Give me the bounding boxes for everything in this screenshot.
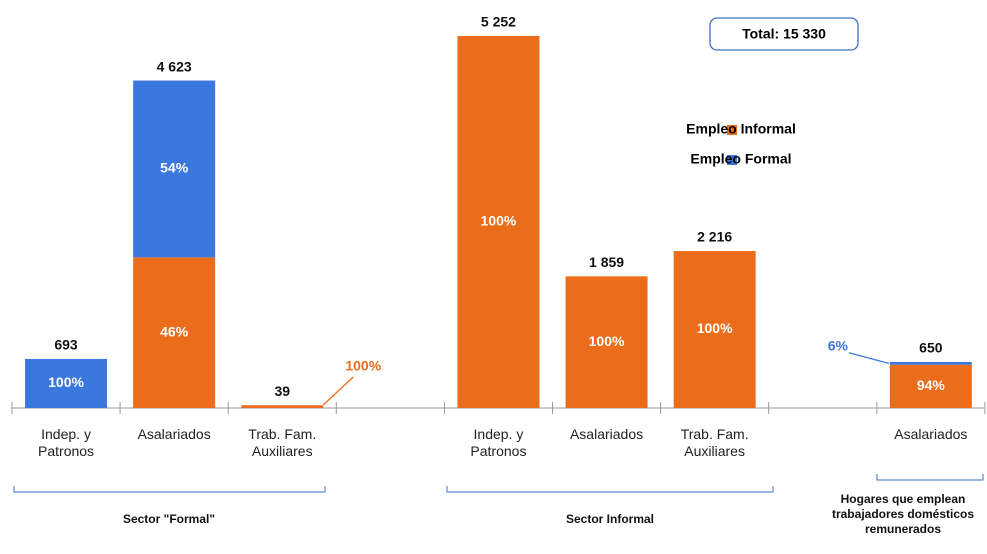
legend-swatch bbox=[727, 155, 737, 165]
group-label: Sector "Formal" bbox=[122, 512, 216, 526]
bar-segment bbox=[889, 361, 972, 365]
group-bracket bbox=[876, 474, 984, 481]
leader-line bbox=[322, 376, 354, 406]
total-label: 650 bbox=[919, 340, 943, 356]
legend-label: Empleo Formal bbox=[690, 151, 791, 167]
group-bracket bbox=[446, 486, 774, 493]
x-tick-label: Indep. y Patronos bbox=[38, 426, 95, 459]
share-label: 100% bbox=[345, 358, 381, 374]
x-tick-label: Asalariados bbox=[569, 426, 644, 442]
share-label: 100% bbox=[697, 320, 733, 336]
total-label: 1 859 bbox=[589, 254, 624, 270]
total-annotation: Total: 15 330 bbox=[742, 26, 826, 42]
x-tick-label: Asalariados bbox=[894, 426, 968, 442]
bar-segment bbox=[889, 364, 972, 408]
bar-segment bbox=[133, 80, 216, 258]
share-label: 100% bbox=[48, 374, 84, 390]
group-label: Hogares que emplean trabajadores domésti… bbox=[831, 492, 975, 536]
total-label: 5 252 bbox=[481, 14, 516, 30]
bar-segment bbox=[241, 405, 324, 408]
share-label: 54% bbox=[160, 160, 189, 176]
leader-line bbox=[848, 352, 890, 364]
total-label: 39 bbox=[274, 383, 290, 399]
bar-segment bbox=[133, 257, 216, 408]
share-label: 100% bbox=[589, 333, 625, 349]
total-label: 4 623 bbox=[157, 58, 192, 74]
legend-label: Empleo Informal bbox=[686, 121, 796, 137]
bar-segment bbox=[565, 276, 648, 408]
bar-segment bbox=[673, 251, 756, 408]
x-tick-label: Trab. Fam. Auxiliares bbox=[248, 426, 317, 459]
total-label: 693 bbox=[54, 337, 78, 353]
total-label: 2 216 bbox=[697, 229, 732, 245]
group-label: Sector Informal bbox=[565, 512, 655, 526]
x-tick-label: Indep. y Patronos bbox=[470, 426, 527, 459]
share-label: 46% bbox=[160, 323, 189, 339]
bar-segment bbox=[457, 36, 540, 408]
share-label: 94% bbox=[917, 377, 946, 393]
share-label: 100% bbox=[481, 213, 517, 229]
group-bracket bbox=[13, 486, 326, 493]
share-label: 6% bbox=[828, 337, 849, 353]
legend-swatch bbox=[727, 125, 737, 135]
x-tick-label: Asalariados bbox=[137, 426, 211, 442]
annotation-box bbox=[709, 17, 859, 51]
bar-segment bbox=[25, 358, 108, 408]
x-tick-label: Trab. Fam. Auxiliares bbox=[680, 426, 749, 459]
